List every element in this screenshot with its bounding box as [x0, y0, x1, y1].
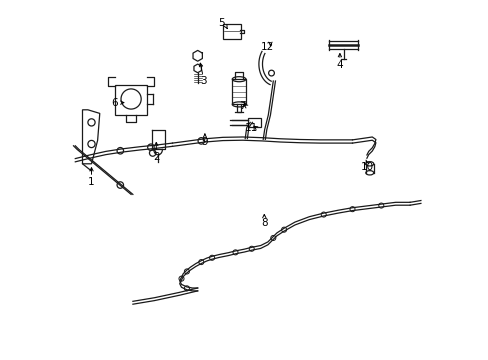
Text: 1: 1: [88, 177, 95, 187]
Text: 5: 5: [217, 18, 224, 28]
Bar: [247, 118, 261, 127]
Text: 8: 8: [261, 218, 267, 228]
Text: 7: 7: [239, 101, 245, 111]
Text: 4: 4: [336, 60, 343, 70]
Text: 3: 3: [200, 76, 206, 86]
Text: 2: 2: [153, 152, 159, 162]
Text: 10: 10: [360, 162, 373, 172]
Text: 12: 12: [261, 42, 274, 52]
Text: 11: 11: [244, 123, 258, 133]
Bar: [232, 79, 245, 104]
Text: 9: 9: [201, 137, 208, 147]
Text: 6: 6: [111, 98, 118, 108]
